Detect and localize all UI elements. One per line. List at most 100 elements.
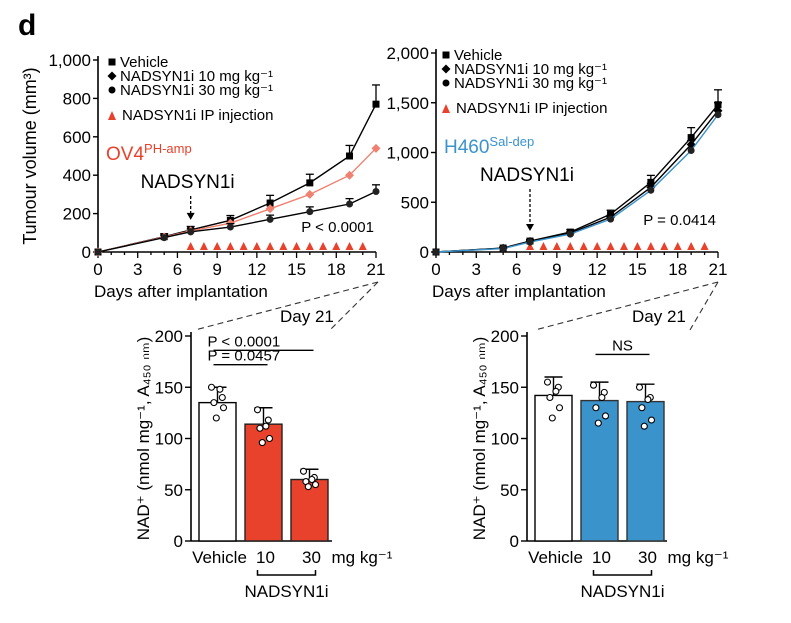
x-tick-label: 0 bbox=[93, 260, 102, 279]
cell-line-title: H460Sal-dep bbox=[444, 134, 534, 158]
dose-bracket-label: NADSYN1i bbox=[244, 582, 328, 601]
category-label: 30 bbox=[638, 548, 657, 567]
replicate-point bbox=[262, 422, 270, 430]
legend-entry: NADSYN1i 30 mg kg⁻¹ bbox=[454, 75, 607, 92]
panel-label: d bbox=[18, 9, 36, 42]
cell-line-title: OV4PH-amp bbox=[106, 141, 192, 165]
injection-triangle bbox=[186, 242, 195, 250]
growth-chart-ov4: 0 200 400 600 800 1,000 0 3 6 9 12 15 18 21 Days after… bbox=[20, 51, 385, 301]
replicate-point bbox=[253, 406, 262, 414]
injection-triangle bbox=[687, 242, 696, 250]
y-tick-label: 1,000 bbox=[386, 144, 429, 163]
treatment-start-label: NADSYN1i bbox=[141, 172, 235, 193]
category-label: Vehicle bbox=[528, 548, 583, 567]
bar bbox=[198, 401, 237, 542]
x-tick-label: 9 bbox=[212, 260, 221, 279]
legend-marker bbox=[442, 79, 450, 87]
replicate-point bbox=[546, 393, 554, 402]
data-point bbox=[346, 200, 354, 208]
y-tick-label: 100 bbox=[491, 430, 519, 449]
dose-bracket bbox=[256, 570, 317, 576]
replicate-point bbox=[594, 419, 602, 427]
series-line bbox=[435, 110, 719, 253]
x-tick-label: 3 bbox=[133, 260, 142, 279]
y-tick-label: 150 bbox=[155, 378, 183, 397]
injection-triangle bbox=[620, 242, 628, 250]
replicate-point bbox=[311, 481, 320, 489]
replicate-point bbox=[552, 387, 560, 395]
category-label: 10 bbox=[592, 548, 611, 567]
data-point bbox=[94, 248, 102, 256]
data-point bbox=[226, 223, 234, 231]
y-tick-label: 50 bbox=[164, 481, 183, 500]
day21-label-left: Day 21 bbox=[280, 307, 334, 326]
zoom-line bbox=[329, 281, 379, 331]
data-point bbox=[714, 111, 722, 119]
legend-marker bbox=[441, 64, 451, 74]
injection-triangle bbox=[332, 242, 341, 250]
replicate-point bbox=[210, 399, 218, 407]
x-tick-label: 0 bbox=[431, 260, 440, 279]
injection-triangle bbox=[226, 242, 235, 250]
injection-triangle bbox=[345, 242, 354, 250]
data-point bbox=[647, 178, 655, 186]
injection-triangle bbox=[239, 242, 248, 250]
x-tick-label: 12 bbox=[247, 260, 266, 279]
x-axis-label: Days after implantation bbox=[94, 282, 268, 301]
data-point bbox=[266, 215, 274, 223]
data-point bbox=[187, 228, 195, 236]
injection-triangle bbox=[660, 242, 669, 250]
zoom-line bbox=[194, 281, 379, 331]
injection-triangle bbox=[319, 242, 328, 250]
data-point bbox=[526, 238, 534, 246]
zoom-connectors: Day 21 Day 21 bbox=[194, 281, 719, 331]
legend-marker bbox=[108, 86, 116, 94]
replicate-point bbox=[647, 416, 656, 424]
legend-entry: NADSYN1i 30 mg kg⁻¹ bbox=[120, 82, 273, 99]
cell-line-name: H460 bbox=[444, 137, 489, 158]
x-tick-label: 3 bbox=[472, 260, 481, 279]
data-point bbox=[687, 134, 695, 142]
replicate-point bbox=[555, 404, 564, 412]
cell-line-superscript: PH-amp bbox=[144, 141, 192, 156]
legend-marker bbox=[442, 51, 450, 59]
injection-triangle bbox=[213, 242, 222, 250]
legend-entry: Vehicle bbox=[120, 54, 168, 71]
treatment-start-label: NADSYN1i bbox=[480, 165, 574, 186]
legend-ip-injection: NADSYN1i IP injection bbox=[122, 107, 273, 124]
data-point bbox=[372, 100, 380, 108]
x-tick-label: 6 bbox=[512, 260, 521, 279]
legend-entry: NADSYN1i 10 mg kg⁻¹ bbox=[120, 68, 273, 85]
replicate-point bbox=[548, 414, 556, 422]
replicate-point bbox=[265, 434, 274, 443]
injection-triangle bbox=[292, 242, 301, 250]
legend-marker bbox=[107, 71, 117, 81]
series-line bbox=[97, 190, 377, 253]
data-point bbox=[306, 179, 314, 187]
injection-triangle bbox=[579, 242, 588, 250]
injection-triangle bbox=[633, 242, 642, 250]
injection-triangle bbox=[593, 242, 602, 250]
y-tick-label: 100 bbox=[155, 430, 183, 449]
injection-triangle bbox=[305, 242, 314, 250]
data-point bbox=[306, 208, 314, 216]
y-tick-label: 0 bbox=[510, 532, 519, 551]
injection-triangle bbox=[539, 242, 548, 250]
replicate-point bbox=[601, 412, 610, 420]
data-point bbox=[266, 199, 274, 207]
data-point bbox=[160, 234, 168, 242]
y-tick-label: 1,500 bbox=[386, 94, 429, 113]
data-point bbox=[371, 143, 381, 153]
y-tick-label: 2,000 bbox=[386, 44, 429, 63]
replicate-point bbox=[216, 385, 224, 393]
treatment-arrow-head bbox=[186, 212, 195, 220]
replicate-point bbox=[219, 404, 228, 412]
x-tick-label: 12 bbox=[588, 260, 607, 279]
y-tick-label: 200 bbox=[155, 327, 183, 346]
x-tick-label: 18 bbox=[668, 260, 687, 279]
significance-label: P = 0.0457 bbox=[208, 348, 281, 365]
x-tick-label: 9 bbox=[552, 260, 561, 279]
injection-triangle bbox=[358, 242, 367, 250]
data-point bbox=[647, 186, 655, 194]
